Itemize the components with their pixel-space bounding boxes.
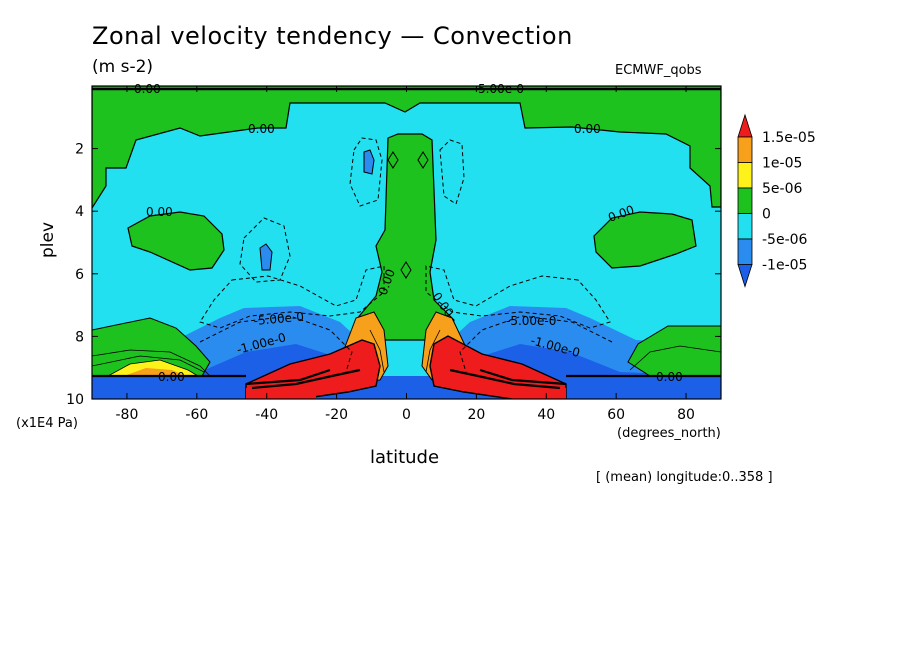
diamond-2 [417, 151, 429, 169]
colorbar-segment [737, 136, 753, 163]
x-tick-label: -60 [185, 407, 208, 423]
colorbar-label: 0 [762, 207, 771, 223]
contour-label: 0.00 [146, 205, 173, 219]
fill-red-bottom-right [512, 388, 566, 399]
x-tick-label: -40 [255, 407, 278, 423]
y-tick-label: 4 [75, 204, 84, 220]
x-axis-units: (degrees_north) [617, 426, 721, 441]
fill-green-midleft [127, 211, 225, 271]
contour-dense-2 [251, 368, 361, 390]
contour-label: 5.00e-0 [478, 82, 524, 96]
contour-label: 0.00 [574, 122, 601, 136]
fill-red-left [245, 339, 381, 399]
axes: -80 -60 -40 -20 0 20 40 60 80 2 4 6 8 10 [66, 86, 721, 423]
colorbar-segment [737, 187, 753, 214]
contour-thin-3 [629, 345, 721, 371]
contour-label: -5.00e-0 [253, 310, 304, 328]
colorbar-top-arrow [737, 113, 753, 138]
contour-label: -5.00e-0 [506, 314, 556, 328]
contour-dashed-6 [199, 315, 353, 373]
x-tick-label: 60 [607, 407, 625, 423]
x-axis-label: latitude [370, 447, 440, 468]
x-tick-label: 80 [677, 407, 695, 423]
x-tick-label: 40 [537, 407, 555, 423]
colorbar-label: 1.5e-05 [762, 130, 816, 146]
thin-contours [92, 329, 721, 377]
contour-dashed-4 [199, 265, 385, 329]
contour-thin-2 [92, 355, 205, 373]
colorbar-label: 5e-06 [762, 181, 802, 197]
fill-blue-pocket-1 [363, 149, 375, 175]
contour-dashed-2 [439, 139, 465, 205]
x-tick-label: 0 [402, 407, 411, 423]
y-tick-label: 2 [75, 142, 84, 158]
chart-units: (m s-2) [92, 57, 154, 77]
contour-dashed-1 [349, 137, 383, 207]
contour-label: 0.00 [248, 122, 275, 136]
y-tick-label: 10 [66, 392, 84, 408]
contour-label: 0.00 [134, 82, 161, 96]
x-tick-label: -80 [116, 407, 139, 423]
contour-thin-1 [92, 349, 211, 377]
contour-label: 0.00 [158, 370, 185, 384]
colorbar: 1.5e-05 1e-05 5e-06 0 -5e-06 -1e-05 [737, 113, 816, 288]
x-tick-label: 20 [467, 407, 485, 423]
contour-label: 0.00 [656, 370, 683, 384]
y-tick-label: 6 [75, 267, 84, 283]
fill-green-midright [593, 211, 697, 269]
chart-title: Zonal velocity tendency — Convection [92, 22, 573, 50]
diamond-1 [387, 151, 399, 169]
diamond-markers [387, 151, 429, 279]
colorbar-segment [737, 238, 753, 265]
colorbar-label: 1e-05 [762, 156, 802, 172]
fill-orange-lowleft [124, 368, 186, 376]
contour-dense-4 [449, 368, 561, 390]
x-tick-label: -20 [325, 407, 348, 423]
y-axis-units: (x1E4 Pa) [16, 416, 78, 431]
contour-thin-4 [369, 329, 385, 373]
contour-dashed-3 [239, 217, 291, 283]
colorbar-label: -5e-06 [762, 232, 808, 248]
contour-thin-5 [425, 329, 441, 373]
contour-dense-3 [479, 368, 567, 386]
diamond-3 [400, 261, 412, 279]
chart-source: ECMWF_qobs [615, 63, 702, 78]
fill-green-top [92, 86, 721, 210]
colorbar-label: -1e-05 [762, 258, 807, 274]
fill-green-lowright [627, 325, 721, 377]
dense-contours [92, 368, 721, 390]
contour-fills [92, 86, 721, 399]
fill-red-bottom-left [246, 388, 316, 399]
dashed-contours [199, 137, 613, 373]
colorbar-segment [737, 213, 753, 240]
fill-blue-pocket-2 [259, 243, 273, 271]
colorbar-bottom-arrow [737, 264, 753, 288]
fill-red-right [429, 335, 567, 399]
contour-dense-1 [245, 368, 331, 386]
contour-dashed-7 [459, 315, 613, 373]
y-tick-label: 8 [75, 329, 84, 345]
footnote: [ (mean) longitude:0..358 ] [596, 470, 773, 485]
contour-dashed-5 [425, 265, 611, 329]
colorbar-segment [737, 162, 753, 189]
